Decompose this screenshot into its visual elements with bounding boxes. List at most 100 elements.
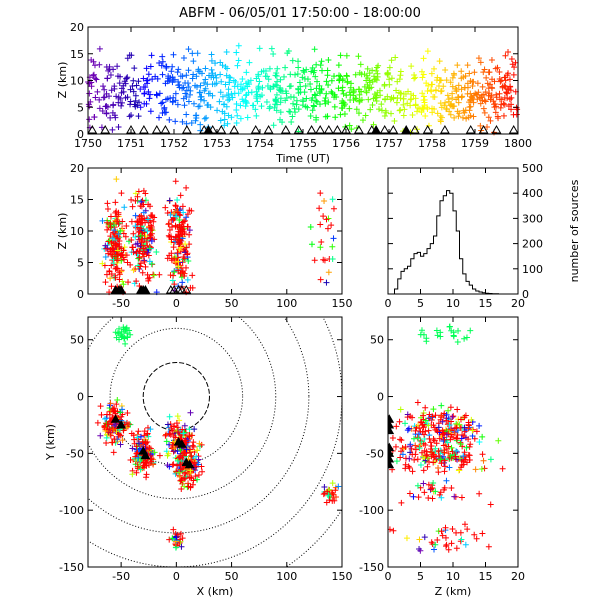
p1-source-point bbox=[307, 81, 314, 88]
p1-source-point bbox=[229, 94, 236, 101]
p4-source-point bbox=[112, 329, 119, 336]
p1-source-point bbox=[143, 77, 150, 84]
p1-source-point bbox=[361, 83, 368, 90]
p1-source-point bbox=[123, 75, 130, 82]
p4-source-point bbox=[178, 477, 185, 484]
p5-source-point bbox=[389, 434, 396, 441]
p2-source-point bbox=[174, 197, 181, 204]
p1-source-point bbox=[221, 110, 228, 117]
p5-source-point bbox=[439, 431, 446, 438]
p2-source-point bbox=[174, 209, 181, 216]
p4-source-point bbox=[120, 326, 127, 333]
p1-source-point bbox=[363, 77, 370, 84]
p2-source-point bbox=[184, 276, 191, 283]
p2-source-point bbox=[156, 271, 163, 278]
p5-ytick-label: -100 bbox=[359, 504, 384, 517]
p1-source-point bbox=[404, 100, 411, 107]
p1-source-point bbox=[328, 77, 335, 84]
p4-source-point bbox=[189, 432, 196, 439]
p2-source-point bbox=[116, 271, 123, 278]
p2-source-point bbox=[181, 249, 188, 256]
p5-xtick-label: 15 bbox=[479, 570, 493, 583]
p1-xtick-label: 1750 bbox=[74, 137, 102, 150]
p1-source-point bbox=[409, 111, 416, 118]
p1-source-point bbox=[432, 87, 439, 94]
p2-source-point bbox=[111, 253, 118, 260]
p1-source-point bbox=[287, 71, 294, 78]
p5-source-point bbox=[451, 430, 458, 437]
p1-source-point bbox=[96, 45, 103, 52]
p5-source-point bbox=[412, 446, 419, 453]
p1-ytick-label: 15 bbox=[70, 48, 84, 61]
p2-source-point bbox=[177, 244, 184, 251]
p1-source-point bbox=[340, 90, 347, 97]
p4-source-point bbox=[150, 461, 157, 468]
p2-source-point bbox=[122, 233, 129, 240]
p5-source-point bbox=[434, 332, 441, 339]
p1-ytick-label: 5 bbox=[77, 101, 84, 114]
p4-source-point bbox=[142, 439, 149, 446]
p1-source-point bbox=[438, 77, 445, 84]
p1-source-point bbox=[340, 99, 347, 106]
p2-source-point bbox=[107, 275, 114, 282]
p2-source-point bbox=[121, 256, 128, 263]
p1-source-point bbox=[301, 69, 308, 76]
p1-source-point bbox=[212, 60, 219, 67]
p1-source-point bbox=[217, 89, 224, 96]
p5-source-point bbox=[430, 406, 437, 413]
p2-source-point bbox=[133, 278, 140, 285]
p5-source-point bbox=[432, 488, 439, 495]
p1-source-point bbox=[159, 99, 166, 106]
p1-source-point bbox=[168, 68, 175, 75]
p1-source-point bbox=[484, 123, 491, 130]
p1-xtick-label: 1757 bbox=[375, 137, 403, 150]
p5-source-point bbox=[469, 427, 476, 434]
p5-source-point bbox=[423, 452, 430, 459]
p1-source-point bbox=[184, 80, 191, 87]
p1-source-point bbox=[447, 79, 454, 86]
p5-source-point bbox=[457, 455, 464, 462]
p1-source-point bbox=[477, 122, 484, 129]
p5-source-point bbox=[462, 541, 469, 548]
p1-source-point bbox=[104, 75, 111, 82]
p5-source-point bbox=[423, 338, 430, 345]
p1-source-point bbox=[190, 100, 197, 107]
p1-xtick-label: 1759 bbox=[461, 137, 489, 150]
p2-source-point bbox=[182, 264, 189, 271]
p4-source-point bbox=[97, 403, 104, 410]
p1-source-point bbox=[185, 84, 192, 91]
p5-source-point bbox=[467, 327, 474, 334]
p2-source-point bbox=[102, 253, 109, 260]
p2-source-point bbox=[114, 257, 121, 264]
p4-source-point bbox=[195, 471, 202, 478]
p5-source-point bbox=[454, 406, 461, 413]
p1-source-point bbox=[274, 65, 281, 72]
p2-ytick-label: 5 bbox=[77, 257, 84, 270]
p5-source-point bbox=[441, 447, 448, 454]
p1-source-point bbox=[424, 48, 431, 55]
p1-source-point bbox=[181, 102, 188, 109]
p5-source-point bbox=[438, 402, 445, 409]
p1-source-point bbox=[109, 126, 116, 133]
p5-source-point bbox=[461, 424, 468, 431]
p5-source-point bbox=[495, 437, 502, 444]
p5-source-point bbox=[441, 457, 448, 464]
p1-source-point bbox=[290, 94, 297, 101]
p1-source-point bbox=[183, 72, 190, 79]
p5-source-point bbox=[446, 422, 453, 429]
p5-source-point bbox=[416, 536, 423, 543]
p1-source-point bbox=[231, 90, 238, 97]
p1-source-point bbox=[230, 77, 237, 84]
p2-source-point bbox=[133, 250, 140, 257]
p2-source-point bbox=[108, 239, 115, 246]
p1-source-point bbox=[437, 88, 444, 95]
p1-xtick-label: 1753 bbox=[203, 137, 231, 150]
p2-source-point bbox=[121, 244, 128, 251]
p5-source-point bbox=[461, 521, 468, 528]
p5-source-point bbox=[481, 465, 488, 472]
p2-source-point bbox=[184, 211, 191, 218]
panel-plan-view-ylabel: Y (km) bbox=[44, 424, 57, 461]
p1-station-marker bbox=[478, 124, 489, 134]
p5-source-point bbox=[455, 467, 462, 474]
p1-source-point bbox=[273, 69, 280, 76]
